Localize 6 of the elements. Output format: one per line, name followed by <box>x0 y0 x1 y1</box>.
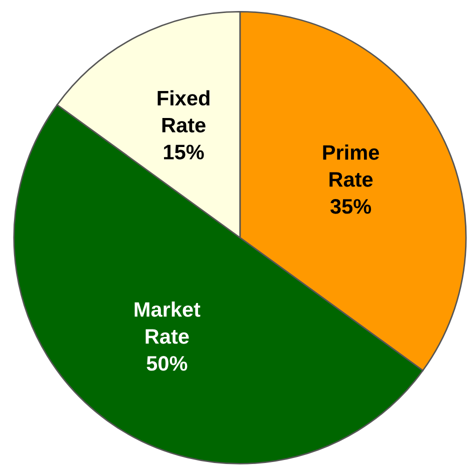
slice-label: Fixed Rate <box>158 90 210 132</box>
data-label: 50% <box>146 356 188 371</box>
data-label: 35% <box>330 199 372 214</box>
data-label: 15% <box>164 144 204 160</box>
slice-label: Prime Rate <box>323 144 379 187</box>
slice-label: Market Rate <box>134 302 200 344</box>
